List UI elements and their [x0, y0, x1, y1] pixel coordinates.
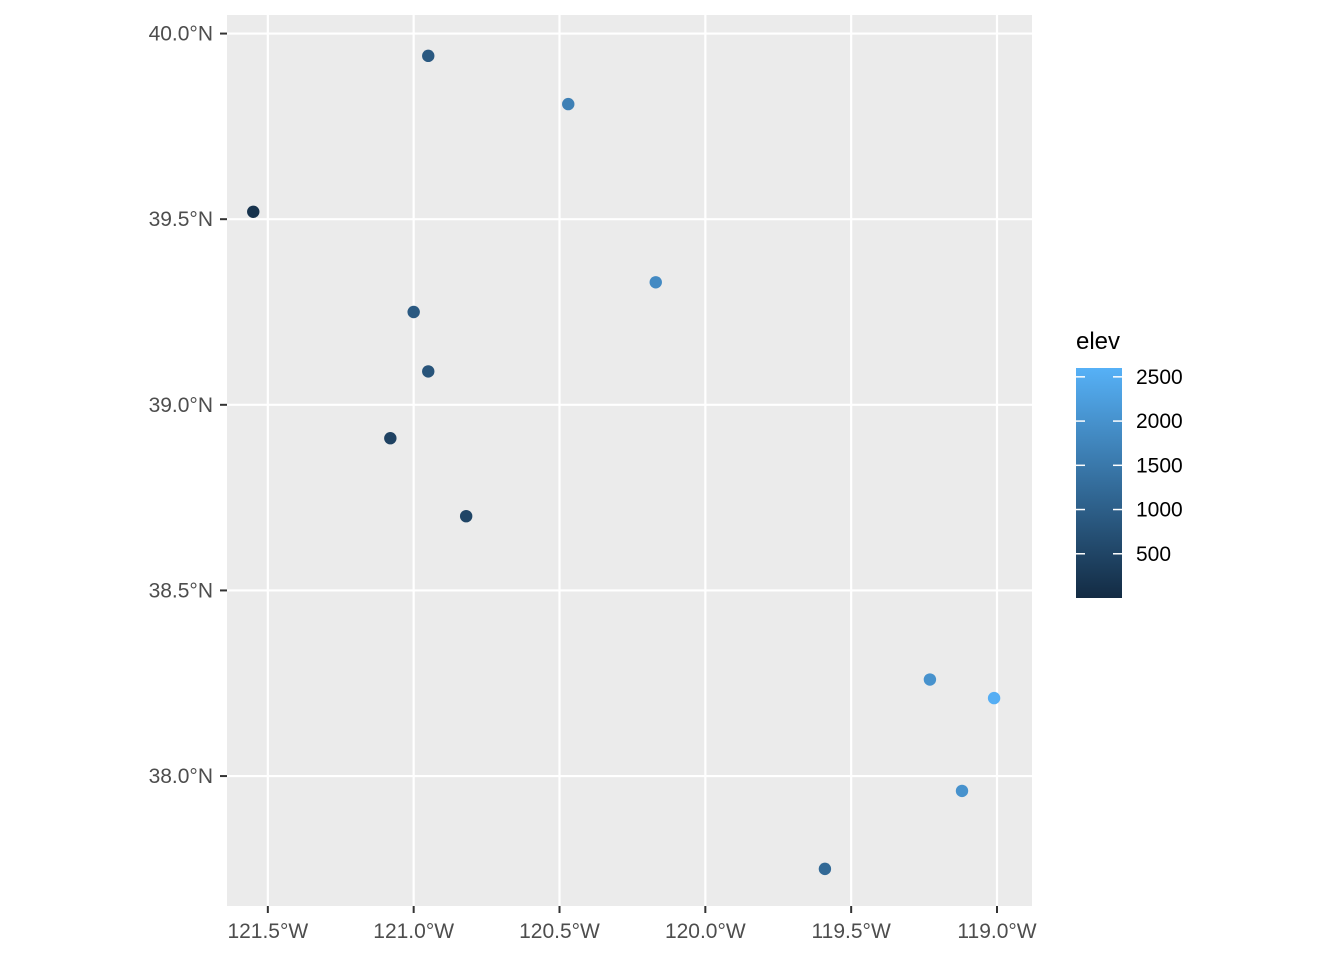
- legend-title: elev: [1076, 328, 1120, 355]
- plot-panel: [227, 15, 1032, 906]
- x-tick-label: 120.5°W: [519, 920, 600, 943]
- legend-colorbar: [1076, 368, 1122, 598]
- y-tick-label: 39.5°N: [149, 208, 213, 231]
- data-point: [818, 862, 832, 876]
- x-axis: 121.5°W 121.0°W 120.5°W 120.0°W 119.5°W 119.0…: [227, 906, 1037, 943]
- y-tick-label: 38.5°N: [149, 579, 213, 602]
- y-tick-label: 40.0°N: [149, 23, 213, 46]
- legend-label: 1000: [1136, 499, 1183, 522]
- data-point: [384, 432, 397, 445]
- data-points: [247, 49, 1001, 876]
- data-point: [923, 673, 937, 686]
- color-legend: elev 500 1000 1500 2000 2500: [1076, 328, 1183, 598]
- grid-lines: [227, 15, 1032, 906]
- y-axis: 38.0°N 38.5°N 39.0°N 39.5°N 40.0°N: [149, 23, 227, 788]
- data-point: [987, 691, 1001, 705]
- data-point: [562, 97, 575, 111]
- data-point: [955, 784, 969, 798]
- legend-label: 2500: [1136, 366, 1183, 389]
- x-tick-label: 121.5°W: [227, 920, 308, 943]
- data-point: [407, 305, 420, 319]
- y-tick-label: 38.0°N: [149, 765, 213, 788]
- data-point: [422, 49, 435, 63]
- data-point: [459, 509, 473, 523]
- legend-label: 2000: [1136, 410, 1183, 433]
- data-point: [422, 365, 435, 378]
- x-tick-label: 119.0°W: [957, 920, 1036, 943]
- legend-label: 1500: [1136, 454, 1183, 477]
- legend-label: 500: [1136, 543, 1171, 566]
- data-point: [649, 276, 662, 289]
- data-point: [247, 205, 260, 218]
- x-tick-label: 119.5°W: [812, 920, 891, 943]
- y-tick-label: 39.0°N: [149, 394, 213, 417]
- x-tick-label: 120.0°W: [665, 920, 746, 943]
- x-tick-label: 121.0°W: [373, 920, 454, 943]
